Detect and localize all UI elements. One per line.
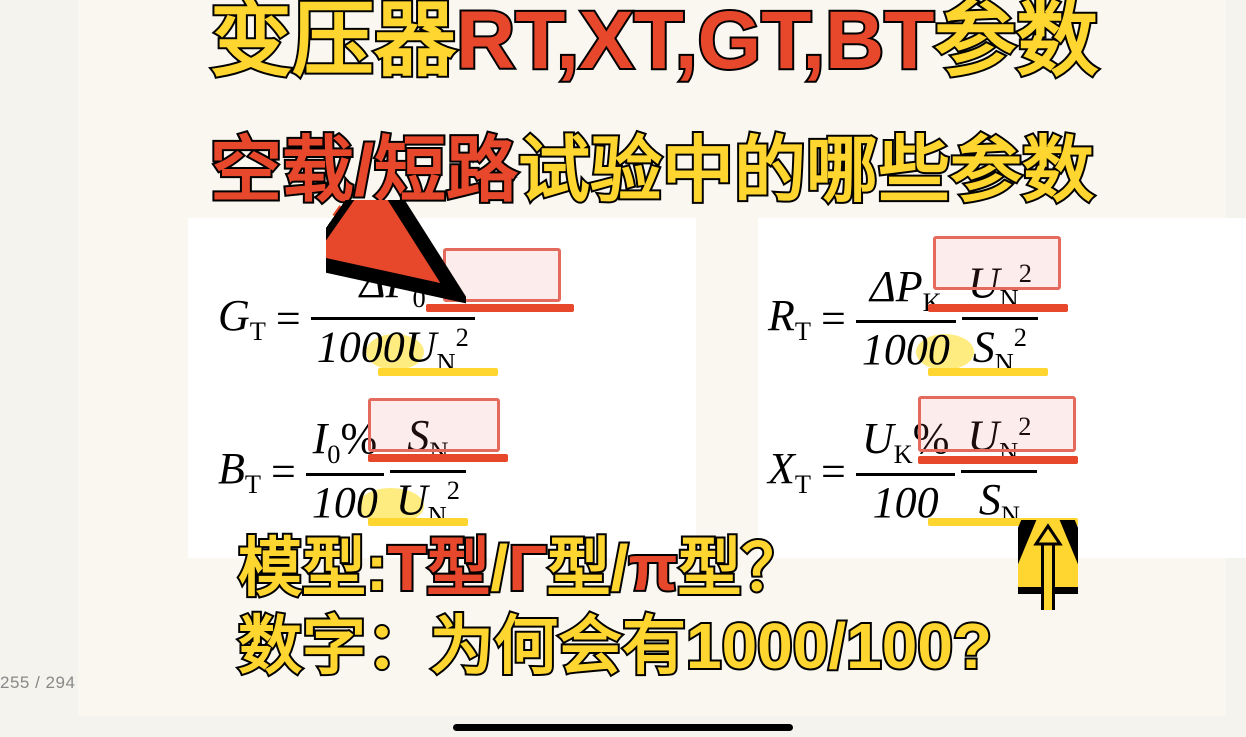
eq-sign: = [271, 446, 296, 497]
formula-xt: XT = UK% 100 UN2 SN [768, 413, 1037, 530]
rt-frac-b: UN2 SN2 [962, 260, 1038, 377]
bt-lhs: BT [218, 443, 261, 500]
bottom-line-2: 数字：为何会有1000/100? [238, 614, 992, 678]
gt-fraction: ΔP0 1000UN2 [311, 260, 475, 377]
title-line-2: 空载/短路试验中的哪些参数 [210, 135, 1094, 207]
slide-page: 变压器RT,XT,GT,BT参数 空载/短路试验中的哪些参数 GT = ΔP0 … [78, 0, 1226, 716]
rt-lhs: RT [768, 290, 811, 347]
b1-seg4b: 型 [547, 532, 611, 604]
bt-frac-a: I0% 100 [306, 416, 384, 526]
b1-seg4: Γ [508, 532, 546, 604]
page-counter: 255 / 294 [0, 673, 75, 693]
b1-seg2: T型 [387, 532, 490, 604]
bottom-line-1: 模型:T型/Γ型/π型？ [238, 536, 805, 600]
formula-panel-left: GT = ΔP0 1000UN2 BT = I0% 100 SN UN2 [188, 218, 696, 558]
eq-sign: = [276, 293, 301, 344]
formula-panel-right: RT = ΔPK 1000 UN2 SN2 XT = UK% 100 [758, 218, 1246, 558]
b1-seg1: 模型: [238, 532, 387, 604]
title2-seg1: 空载/短路 [210, 131, 518, 211]
eq-sign: = [821, 446, 846, 497]
title1-seg2: RT,XT,GT,BT [456, 0, 934, 86]
formula-gt: GT = ΔP0 1000UN2 [218, 260, 475, 377]
formula-bt: BT = I0% 100 SN UN2 [218, 413, 466, 530]
title1-seg3: 参数 [934, 0, 1098, 86]
xt-lhs: XT [768, 443, 811, 500]
title1-seg1: 变压器 [210, 0, 456, 86]
home-indicator[interactable] [453, 724, 793, 731]
bt-frac-b: SN UN2 [390, 413, 466, 530]
eq-sign: = [821, 293, 846, 344]
rt-frac-a: ΔPK 1000 [856, 264, 956, 374]
b1-seg3: / [490, 532, 508, 604]
b1-seg6b: 型 [677, 532, 741, 604]
formula-rt: RT = ΔPK 1000 UN2 SN2 [768, 260, 1038, 377]
b1-seg5: / [611, 532, 629, 604]
b2-seg1: 数字：为何会有1000/100? [238, 610, 992, 682]
title-line-1: 变压器RT,XT,GT,BT参数 [210, 0, 1098, 82]
xt-frac-b: UN2 SN [961, 413, 1037, 530]
xt-frac-a: UK% 100 [856, 416, 956, 526]
b1-seg7: ？ [741, 532, 805, 604]
title2-seg2: 试验中的哪些参数 [518, 131, 1094, 211]
gt-lhs: GT [218, 290, 266, 347]
b1-seg6: π [628, 532, 677, 604]
